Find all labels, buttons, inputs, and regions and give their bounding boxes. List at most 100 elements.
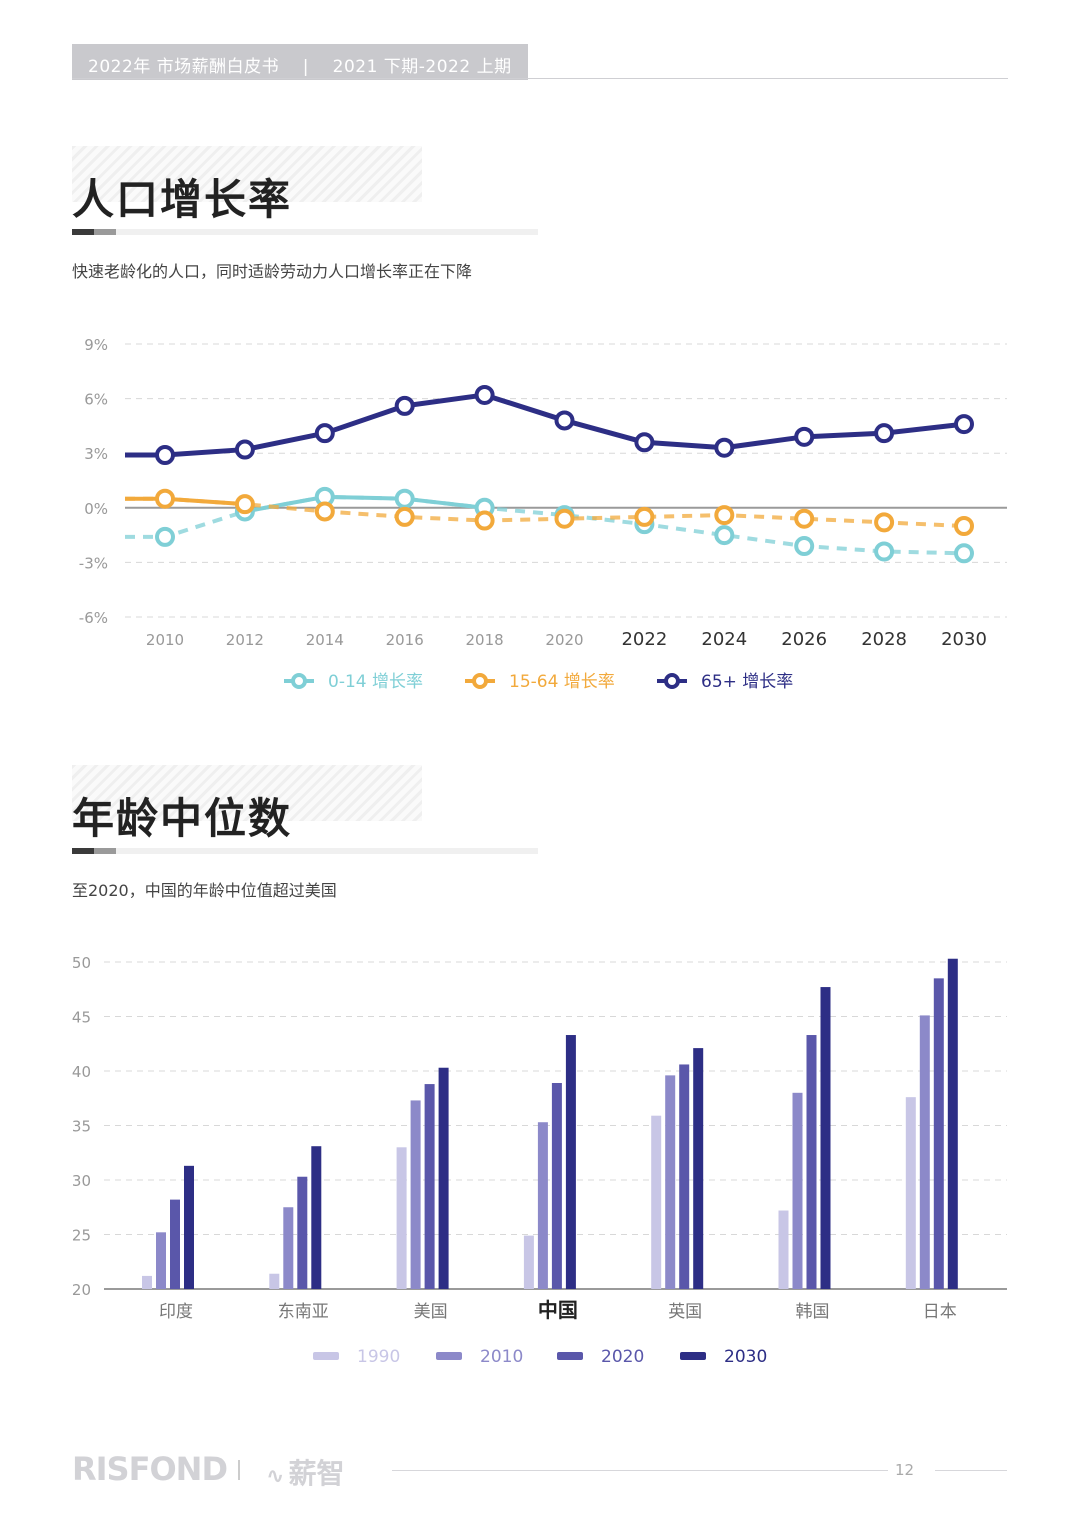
footer-line-left: [392, 1470, 888, 1471]
x-category-label: 东南亚: [278, 1302, 329, 1322]
bar: [170, 1199, 180, 1289]
data-point: [314, 423, 335, 444]
bar: [537, 1122, 548, 1289]
xinzhi-logo-text: 薪智: [288, 1457, 345, 1490]
x-tick-label: 2014: [306, 631, 344, 649]
bar: [269, 1273, 280, 1289]
bar: [665, 1075, 676, 1289]
data-point: [394, 488, 415, 509]
series-solid-segment-0-14: [244, 494, 485, 514]
x-tick-label: 2024: [701, 629, 747, 650]
section2-title: 年龄中位数: [72, 794, 293, 843]
y-tick-label: 30: [72, 1172, 91, 1190]
x-category-label: 英国: [668, 1302, 702, 1322]
bar: [820, 987, 831, 1289]
section2-title-underline: [72, 848, 538, 854]
x-tick-label: 2028: [861, 629, 907, 650]
legend-label: 2020: [601, 1347, 644, 1367]
x-tick-label: 2022: [621, 629, 667, 650]
data-point: [474, 384, 495, 405]
risfond-logo: RISFOND: [72, 1450, 228, 1488]
bar: [283, 1207, 294, 1289]
data-point: [554, 410, 575, 431]
x-tick-label: 2030: [941, 629, 987, 650]
y-tick-label: 25: [72, 1227, 91, 1245]
data-point: [954, 414, 974, 435]
section1-title: 人口增长率: [72, 175, 293, 224]
legend-swatch: [680, 1352, 706, 1360]
data-point: [394, 395, 415, 416]
bar: [693, 1048, 704, 1289]
section2-subtitle: 至2020，中国的年龄中位值超过美国: [72, 881, 337, 900]
bar: [778, 1210, 789, 1289]
series-line-0-14: [125, 494, 965, 556]
x-tick-label: 2010: [146, 631, 184, 649]
bar: [651, 1115, 662, 1289]
data-point: [634, 506, 655, 527]
header-bar: [72, 44, 528, 80]
bar: [156, 1232, 166, 1289]
x-category-label: 日本: [923, 1302, 957, 1322]
x-category-label: 中国: [538, 1298, 578, 1322]
x-category-label: 韩国: [796, 1302, 830, 1322]
header-divider: [72, 78, 1008, 79]
series-line-15-64: [125, 496, 965, 528]
header-title: 2022年 市场薪酬白皮书 | 2021 下期-2022 上期: [88, 57, 512, 77]
data-point: [794, 536, 815, 557]
data-point: [714, 437, 735, 458]
x-tick-label: 2012: [226, 631, 264, 649]
data-point: [874, 423, 895, 444]
data-point: [794, 426, 815, 447]
data-point: [794, 508, 815, 529]
y-tick-label: 3%: [84, 445, 108, 463]
population-growth-chart: 9% 6% 3% 0% -3% -6% 2010 2012 2014 2016 2018 2020 20…: [79, 336, 1007, 692]
series-line-65plus: [125, 392, 965, 458]
y-tick-label: 50: [72, 954, 91, 972]
bar: [919, 1015, 930, 1289]
x-category-label: 印度: [159, 1302, 193, 1322]
data-point: [155, 445, 175, 466]
y-tick-label: 9%: [84, 336, 108, 354]
bar: [565, 1035, 576, 1289]
data-point: [234, 494, 255, 515]
bar: [523, 1235, 534, 1289]
x-tick-label: 2020: [545, 631, 583, 649]
footer-line-right: [935, 1470, 1007, 1471]
section2-title-background: [72, 765, 422, 821]
legend-swatch: [313, 1352, 339, 1360]
y-tick-label: 35: [72, 1118, 91, 1136]
series-solid-segment-15-64: [125, 496, 246, 507]
legend-swatch-marker: [291, 673, 307, 689]
legend-label: 0-14 增长率: [328, 672, 423, 692]
y-tick-label: -3%: [79, 554, 108, 572]
y-tick-label: 45: [72, 1009, 91, 1027]
xinzhi-logo: ∿ 薪智: [266, 1452, 344, 1492]
data-point: [554, 508, 575, 529]
y-tick-label: 40: [72, 1063, 91, 1081]
wave-icon: ∿: [266, 1464, 285, 1489]
data-point: [714, 505, 735, 526]
legend-swatch-marker: [472, 673, 488, 689]
legend-label: 2010: [480, 1347, 523, 1367]
data-point: [874, 541, 895, 562]
y-tick-label: 20: [72, 1281, 91, 1299]
data-point: [634, 432, 655, 453]
x-tick-label: 2018: [466, 631, 504, 649]
x-tick-label: 2016: [386, 631, 424, 649]
y-tick-label: 0%: [84, 500, 108, 518]
section1-title-underline: [72, 229, 538, 235]
data-point: [954, 516, 974, 536]
bar: [311, 1146, 322, 1289]
bar: [947, 958, 958, 1289]
data-point: [155, 526, 175, 547]
x-tick-label: 2026: [781, 629, 827, 650]
y-tick-label: 6%: [84, 391, 108, 409]
data-point: [474, 510, 495, 531]
page-number: 12: [895, 1461, 915, 1479]
data-point: [714, 525, 735, 546]
bar: [792, 1092, 803, 1289]
data-point: [314, 501, 335, 522]
x-category-label: 美国: [414, 1302, 448, 1322]
legend-swatch: [557, 1352, 583, 1360]
bar: [438, 1067, 449, 1289]
